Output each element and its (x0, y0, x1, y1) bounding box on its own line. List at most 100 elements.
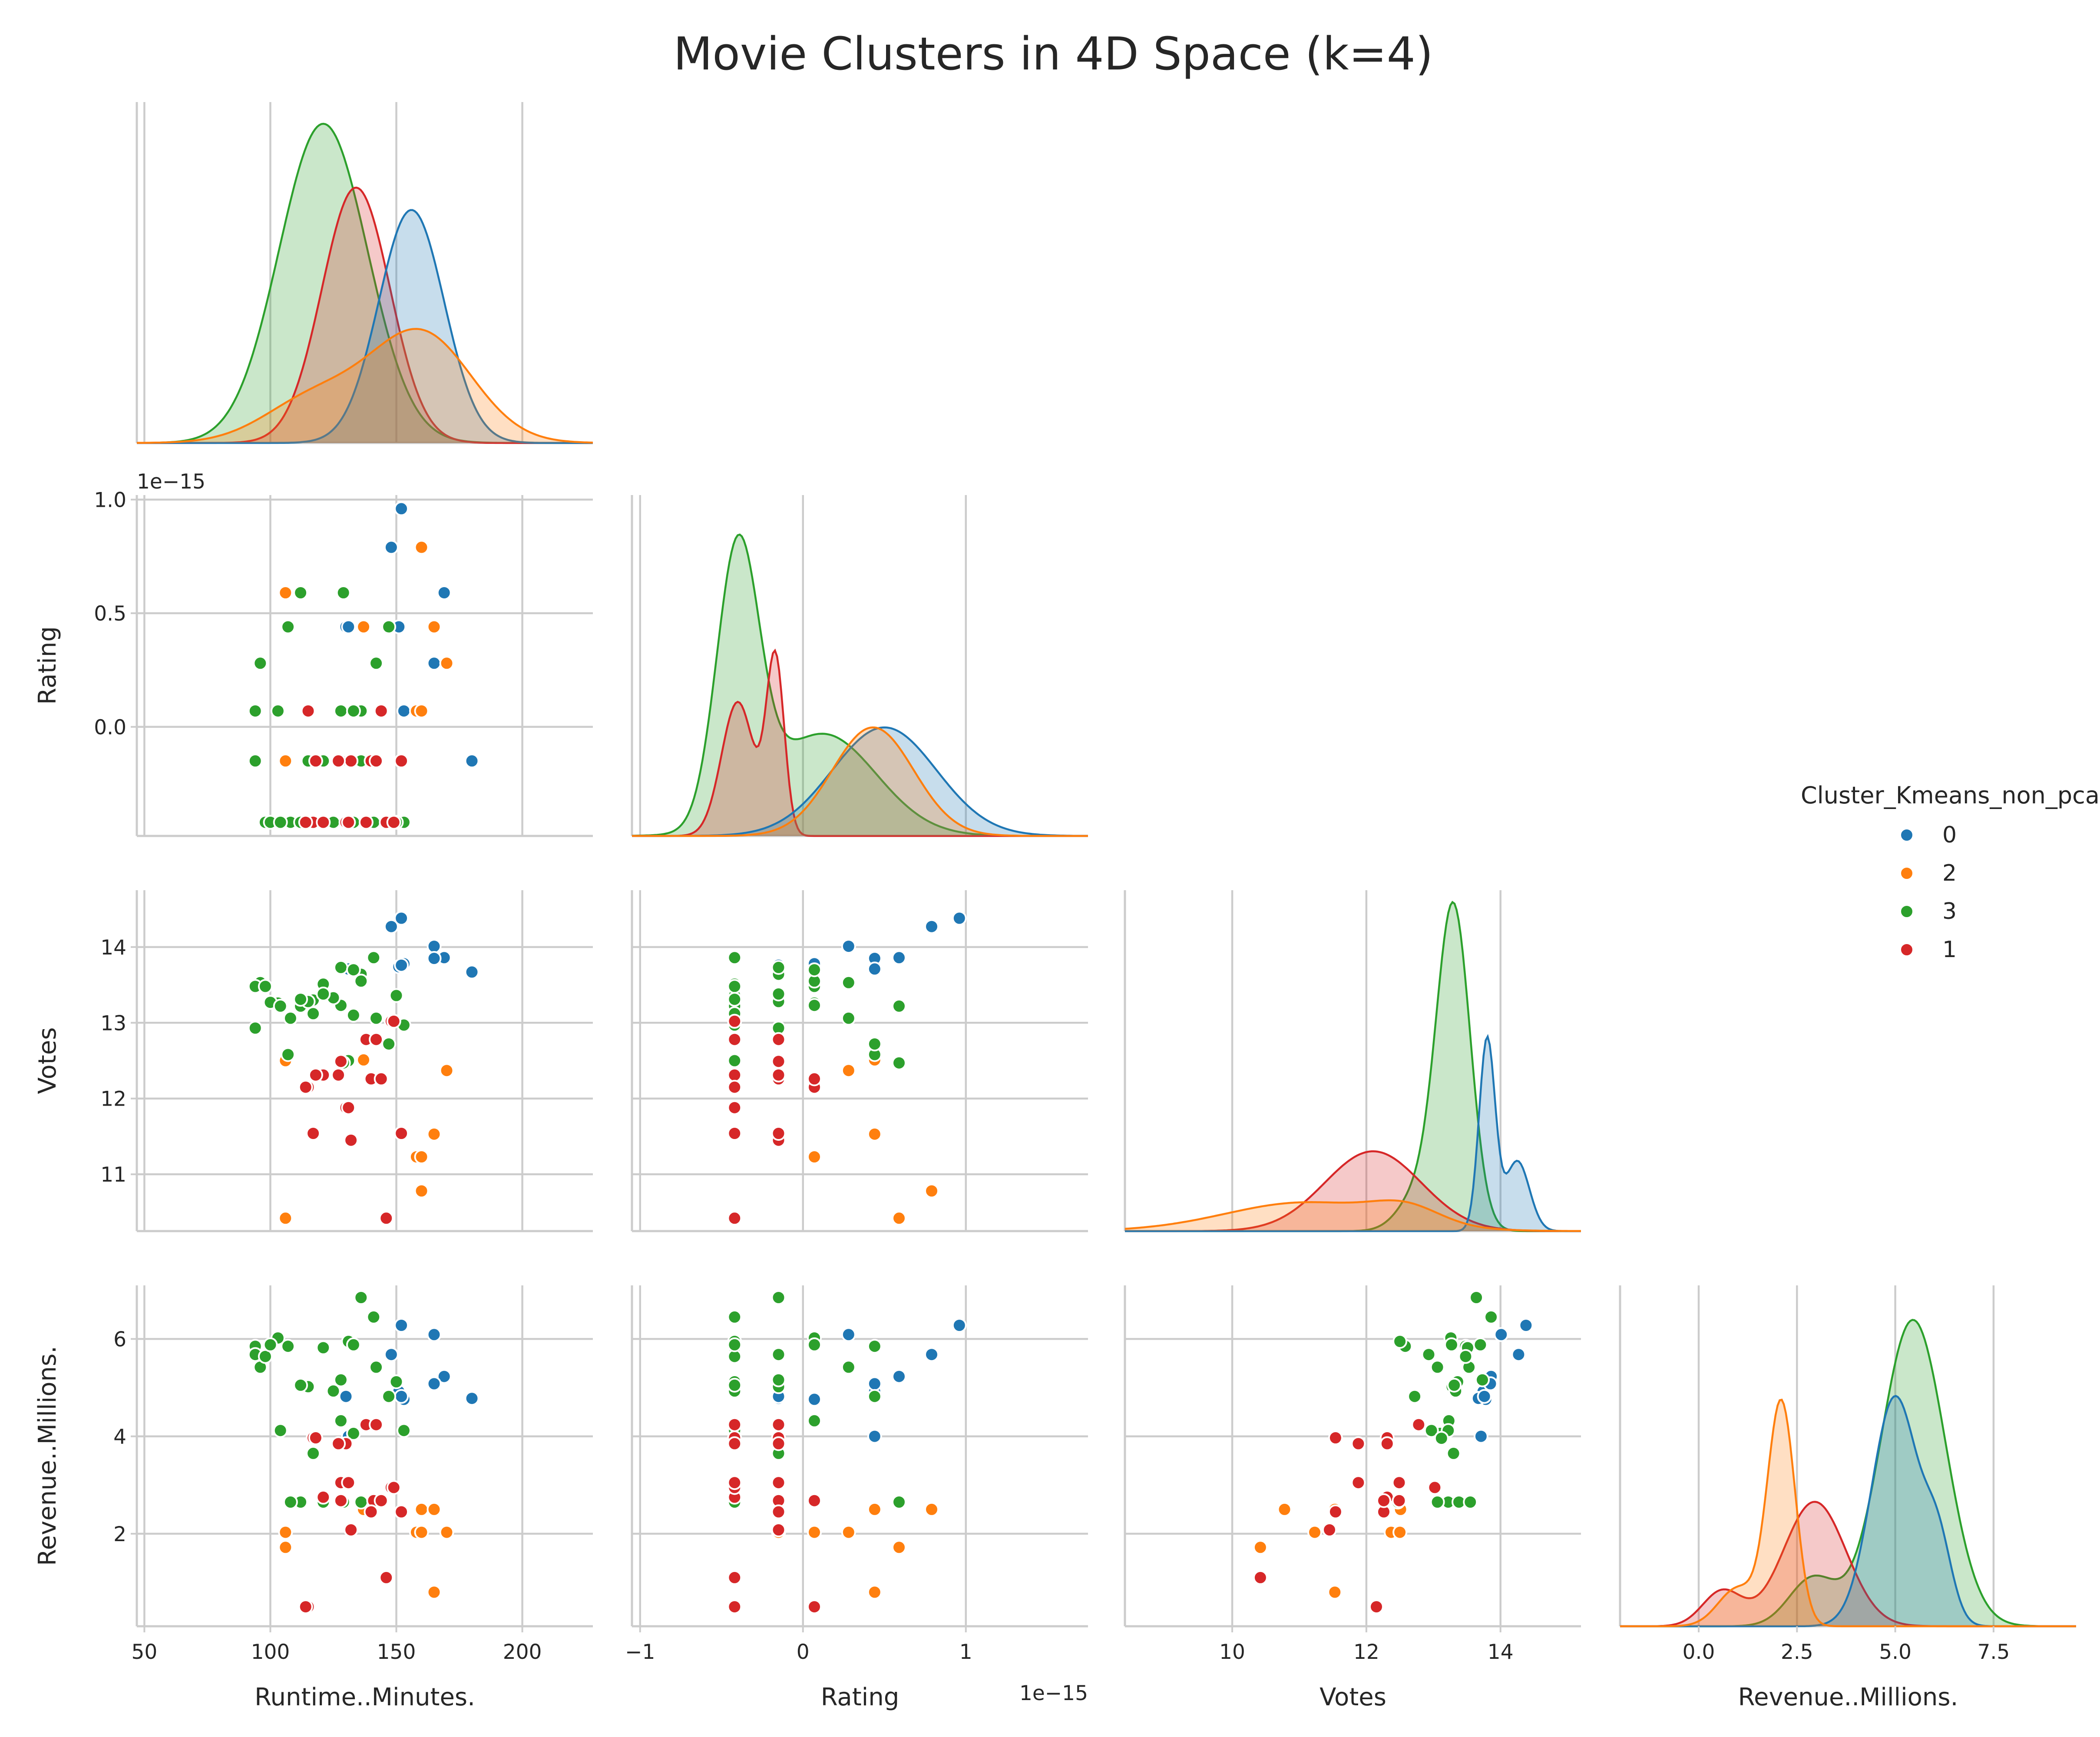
point-cluster-1 (380, 1571, 393, 1584)
point-cluster-1 (332, 1069, 345, 1082)
point-cluster-3 (1474, 1338, 1487, 1351)
point-cluster-3 (274, 1424, 287, 1437)
point-cluster-1 (317, 816, 330, 829)
point-cluster-3 (307, 1447, 320, 1460)
point-cluster-0 (395, 1390, 408, 1403)
point-cluster-2 (808, 1150, 821, 1163)
point-cluster-3 (317, 987, 330, 1001)
point-cluster-1 (728, 1571, 741, 1584)
point-cluster-1 (1393, 1494, 1406, 1507)
point-cluster-1 (1254, 1571, 1267, 1584)
point-cluster-3 (367, 1311, 380, 1324)
panel-Revenue..Millions.-Runtime..Minutes.: 2 4 6 50 100 150 200 Runtime..Minutes. (113, 1285, 593, 1711)
point-cluster-3 (284, 1496, 297, 1509)
point-cluster-1 (1352, 1476, 1365, 1489)
point-cluster-1 (375, 1072, 388, 1085)
point-cluster-3 (370, 1361, 383, 1374)
point-cluster-3 (397, 1424, 410, 1437)
point-cluster-1 (360, 816, 373, 829)
x-tick-label: 200 (503, 1640, 542, 1664)
point-cluster-1 (299, 1600, 312, 1613)
point-cluster-1 (772, 1523, 785, 1536)
point-cluster-1 (332, 754, 345, 767)
point-cluster-0 (953, 912, 966, 925)
point-cluster-3 (893, 1496, 906, 1509)
point-cluster-3 (808, 999, 821, 1012)
point-cluster-0 (953, 1319, 966, 1332)
x-tick-label: 5.0 (1879, 1640, 1911, 1664)
point-cluster-0 (395, 959, 408, 972)
point-cluster-1 (395, 754, 408, 767)
point-cluster-1 (808, 1600, 821, 1613)
point-cluster-3 (1459, 1350, 1472, 1363)
point-cluster-3 (1485, 1311, 1498, 1324)
point-cluster-2 (842, 1064, 855, 1077)
point-cluster-0 (428, 1377, 441, 1390)
point-cluster-3 (354, 1291, 367, 1304)
point-cluster-0 (428, 1328, 441, 1341)
point-cluster-3 (728, 1338, 741, 1351)
point-cluster-3 (294, 586, 307, 599)
point-cluster-1 (387, 1481, 400, 1494)
point-cluster-2 (279, 1212, 292, 1225)
point-cluster-1 (772, 1127, 785, 1140)
point-cluster-0 (466, 965, 479, 978)
point-cluster-0 (397, 704, 410, 717)
point-cluster-3 (1470, 1291, 1483, 1304)
point-cluster-2 (1308, 1526, 1321, 1539)
point-cluster-2 (925, 1503, 938, 1516)
point-cluster-0 (925, 920, 938, 933)
point-cluster-2 (893, 1212, 906, 1225)
point-cluster-3 (772, 1374, 785, 1387)
point-cluster-0 (893, 1370, 906, 1383)
point-cluster-3 (842, 976, 855, 989)
panel-Votes-Rating (632, 890, 1088, 1231)
point-cluster-1 (1393, 1476, 1406, 1489)
point-cluster-2 (415, 541, 428, 554)
point-cluster-3 (254, 657, 267, 670)
point-cluster-1 (334, 1494, 347, 1507)
point-cluster-1 (332, 1437, 345, 1450)
point-cluster-1 (334, 1055, 347, 1068)
point-cluster-3 (370, 1012, 383, 1025)
x-tick-label: 0 (797, 1640, 810, 1664)
point-cluster-1 (772, 1476, 785, 1489)
point-cluster-1 (342, 1101, 355, 1114)
point-cluster-1 (1377, 1494, 1390, 1507)
point-cluster-0 (342, 621, 355, 634)
point-cluster-2 (415, 1503, 428, 1516)
point-cluster-1 (1381, 1437, 1394, 1450)
point-cluster-2 (440, 1064, 453, 1077)
point-cluster-1 (728, 1418, 741, 1431)
point-cluster-1 (728, 1081, 741, 1094)
point-cluster-3 (334, 961, 347, 974)
point-cluster-0 (868, 1430, 881, 1443)
point-cluster-2 (357, 1053, 370, 1067)
x-tick-label: 50 (131, 1640, 157, 1664)
point-cluster-1 (370, 1418, 383, 1431)
point-cluster-2 (279, 1541, 292, 1554)
legend-label-1: 1 (1942, 937, 1957, 963)
point-cluster-3 (354, 1496, 367, 1509)
point-cluster-3 (294, 1379, 307, 1392)
point-cluster-2 (868, 1586, 881, 1599)
point-cluster-3 (1447, 1447, 1460, 1460)
point-cluster-1 (380, 1212, 393, 1225)
point-cluster-1 (728, 1476, 741, 1489)
x-tick-label: 7.5 (1978, 1640, 2010, 1664)
legend: Cluster_Kmeans_non_pca0231 (1801, 782, 2100, 963)
point-cluster-3 (249, 754, 262, 767)
point-cluster-1 (317, 1491, 330, 1504)
point-cluster-3 (1448, 1379, 1461, 1392)
point-cluster-1 (772, 1506, 785, 1519)
point-cluster-2 (415, 1526, 428, 1539)
point-cluster-0 (808, 1393, 821, 1406)
point-cluster-3 (808, 1414, 821, 1427)
point-cluster-3 (808, 963, 821, 976)
point-cluster-3 (1476, 1374, 1489, 1387)
legend-marker-0 (1900, 829, 1913, 842)
point-cluster-3 (347, 1009, 360, 1022)
point-cluster-2 (1278, 1503, 1291, 1516)
